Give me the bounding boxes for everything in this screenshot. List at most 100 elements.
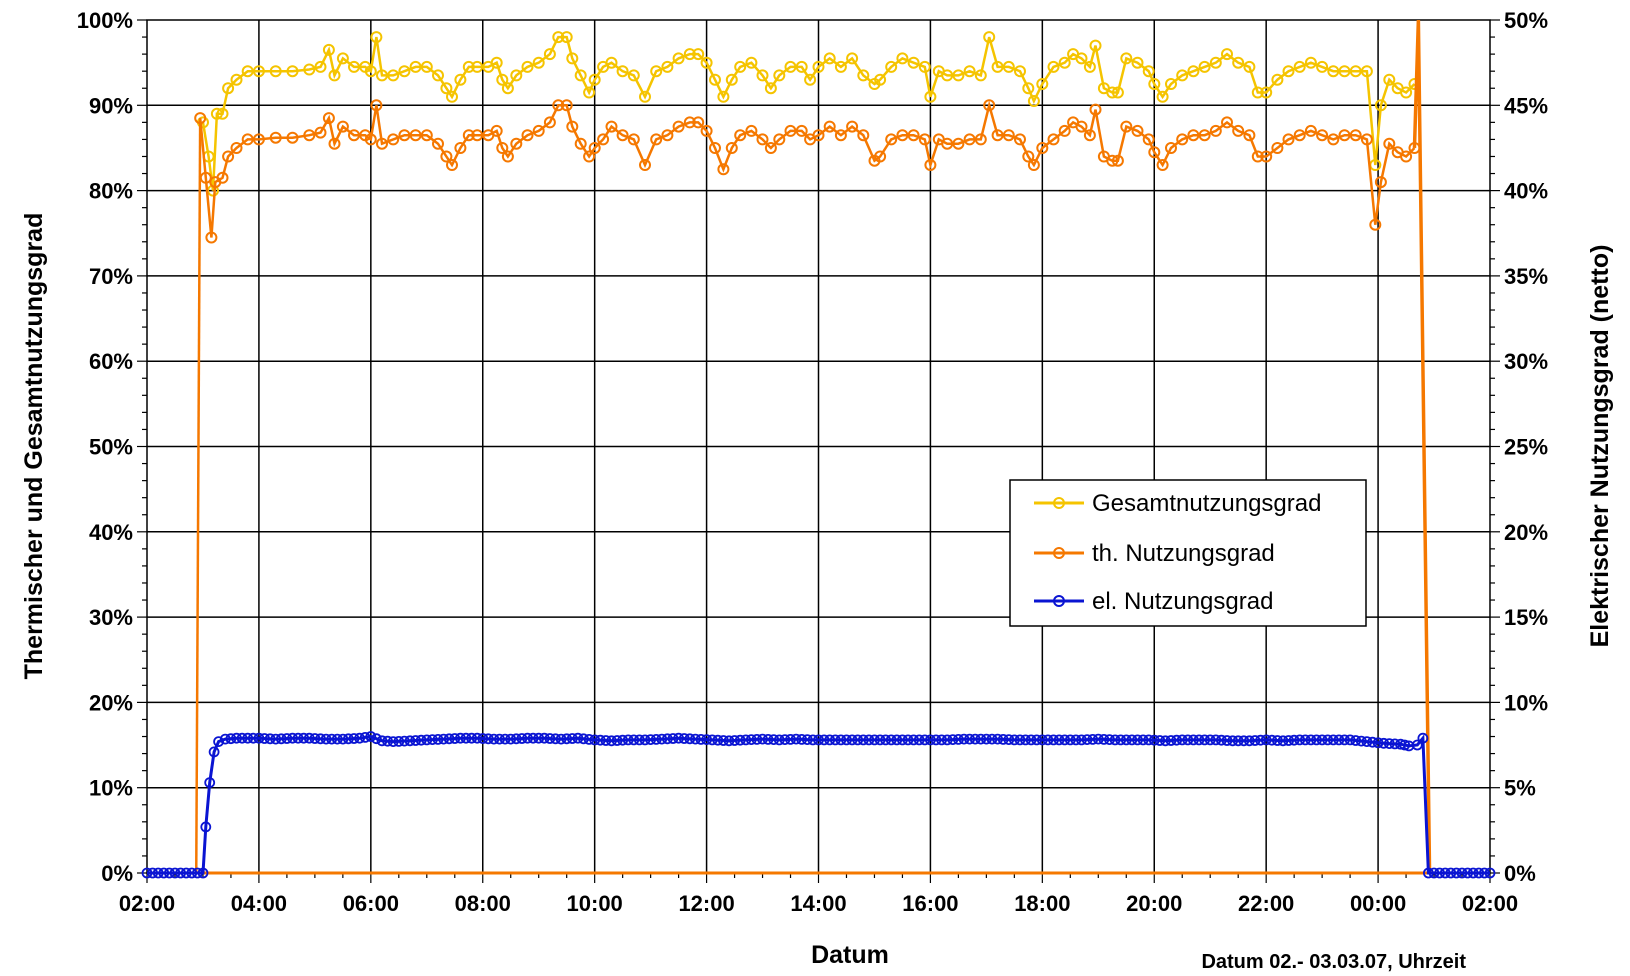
data-point-th-nutzungsgrad	[924, 159, 937, 171]
data-point-el-nutzungsgrad	[1120, 734, 1132, 746]
data-point-th-nutzungsgrad	[725, 142, 738, 154]
data-point-th-nutzungsgrad	[532, 124, 545, 137]
data-point-gesamtnutzungsgrad	[963, 65, 976, 78]
data-point-th-nutzungsgrad	[241, 133, 254, 146]
data-point-th-nutzungsgrad	[552, 99, 565, 112]
data-point-el-nutzungsgrad	[197, 867, 209, 879]
data-point-gesamtnutzungsgrad	[725, 73, 738, 86]
data-point-th-nutzungsgrad	[885, 133, 898, 146]
data-point-th-nutzungsgrad	[692, 116, 705, 129]
data-point-el-nutzungsgrad	[857, 734, 869, 746]
legend-label-th: th. Nutzungsgrad	[1092, 540, 1275, 567]
data-point-th-nutzungsgrad	[616, 129, 629, 142]
data-point-el-nutzungsgrad	[779, 734, 791, 745]
data-point-th-nutzungsgrad	[1260, 150, 1273, 163]
data-point-el-nutzungsgrad	[701, 734, 712, 745]
data-point-gesamtnutzungsgrad	[1316, 60, 1329, 73]
x-tick-label: 00:00	[1350, 891, 1406, 916]
data-point-el-nutzungsgrad	[253, 732, 265, 744]
data-point-th-nutzungsgrad	[490, 124, 503, 137]
data-point-gesamtnutzungsgrad	[574, 69, 587, 82]
data-point-gesamtnutzungsgrad	[1282, 65, 1295, 78]
series-start-th-nutzungsgrad	[194, 118, 202, 874]
data-point-th-nutzungsgrad	[627, 133, 640, 146]
data-point-gesamtnutzungsgrad	[532, 56, 545, 69]
data-point-el-nutzungsgrad	[863, 734, 875, 746]
data-point-gesamtnutzungsgrad	[1209, 56, 1222, 69]
y-left-tick-label: 90%	[89, 93, 133, 118]
data-point-gesamtnutzungsgrad	[756, 69, 769, 82]
data-point-el-nutzungsgrad	[561, 733, 573, 745]
data-point-gesamtnutzungsgrad	[269, 65, 282, 78]
data-point-th-nutzungsgrad	[896, 129, 909, 142]
data-point-el-nutzungsgrad	[538, 732, 550, 744]
data-point-gesamtnutzungsgrad	[387, 69, 400, 82]
data-point-th-nutzungsgrad	[286, 131, 299, 144]
data-point-el-nutzungsgrad	[1148, 734, 1160, 746]
x-tick-label: 14:00	[790, 891, 846, 916]
data-point-el-nutzungsgrad	[1171, 734, 1182, 746]
data-point-gesamtnutzungsgrad	[370, 31, 383, 44]
series-layer	[141, 19, 1496, 879]
data-point-gesamtnutzungsgrad	[1304, 56, 1317, 69]
data-point-el-nutzungsgrad	[1439, 867, 1451, 879]
data-point-gesamtnutzungsgrad	[336, 52, 349, 65]
data-point-el-nutzungsgrad	[1227, 735, 1238, 747]
data-point-th-nutzungsgrad	[1198, 129, 1211, 142]
data-point-el-nutzungsgrad	[628, 734, 640, 746]
data-point-th-nutzungsgrad	[194, 112, 207, 125]
data-point-th-nutzungsgrad	[1408, 142, 1421, 154]
data-point-th-nutzungsgrad	[583, 150, 596, 163]
data-point-gesamtnutzungsgrad	[1075, 52, 1088, 65]
data-point-el-nutzungsgrad	[510, 733, 522, 745]
x-tick-label: 20:00	[1126, 891, 1182, 916]
data-point-th-nutzungsgrad	[1111, 154, 1124, 167]
data-point-th-nutzungsgrad	[907, 129, 920, 142]
data-point-th-nutzungsgrad	[1106, 154, 1119, 167]
data-point-th-nutzungsgrad	[709, 142, 721, 154]
data-point-el-nutzungsgrad	[1036, 734, 1048, 746]
data-point-el-nutzungsgrad	[1009, 734, 1020, 746]
data-point-el-nutzungsgrad	[757, 733, 768, 745]
data-point-el-nutzungsgrad	[1076, 734, 1087, 746]
data-point-el-nutzungsgrad	[684, 733, 696, 745]
data-point-el-nutzungsgrad	[622, 734, 634, 746]
data-point-el-nutzungsgrad	[1399, 739, 1411, 751]
data-point-th-nutzungsgrad	[597, 133, 610, 146]
data-point-th-nutzungsgrad	[370, 99, 383, 112]
data-point-el-nutzungsgrad	[213, 736, 225, 747]
x-tick-label: 04:00	[231, 891, 287, 916]
data-point-th-nutzungsgrad	[1316, 129, 1329, 142]
data-point-el-nutzungsgrad	[796, 734, 808, 745]
data-point-gesamtnutzungsgrad	[1111, 86, 1124, 99]
data-point-th-nutzungsgrad	[941, 137, 954, 150]
data-point-th-nutzungsgrad	[734, 129, 747, 142]
data-point-el-nutzungsgrad	[1238, 735, 1250, 747]
series-end-th-nutzungsgrad	[1412, 19, 1432, 874]
data-point-gesamtnutzungsgrad	[1014, 65, 1026, 78]
data-point-gesamtnutzungsgrad	[409, 60, 422, 73]
data-point-el-nutzungsgrad	[398, 735, 410, 747]
data-point-el-nutzungsgrad	[807, 734, 819, 746]
data-point-el-nutzungsgrad	[236, 732, 248, 744]
data-point-el-nutzungsgrad	[1143, 734, 1155, 746]
data-point-th-nutzungsgrad	[1022, 150, 1035, 163]
y-left-tick-label: 60%	[89, 349, 133, 374]
data-point-el-nutzungsgrad	[1193, 734, 1205, 746]
data-point-el-nutzungsgrad	[941, 734, 953, 746]
data-point-th-nutzungsgrad	[745, 124, 758, 137]
data-point-th-nutzungsgrad	[918, 133, 931, 146]
data-point-gesamtnutzungsgrad	[639, 90, 651, 103]
data-point-th-nutzungsgrad	[222, 150, 235, 163]
x-axis-title: Datum	[811, 941, 889, 969]
data-point-el-nutzungsgrad	[1294, 734, 1306, 746]
data-point-el-nutzungsgrad	[829, 734, 841, 746]
data-point-el-nutzungsgrad	[544, 733, 556, 744]
data-point-el-nutzungsgrad	[309, 733, 321, 744]
data-point-gesamtnutzungsgrad	[896, 52, 909, 65]
data-point-el-nutzungsgrad	[499, 733, 511, 745]
data-point-el-nutzungsgrad	[471, 732, 483, 744]
data-point-el-nutzungsgrad	[555, 733, 567, 745]
data-point-el-nutzungsgrad	[259, 733, 270, 744]
